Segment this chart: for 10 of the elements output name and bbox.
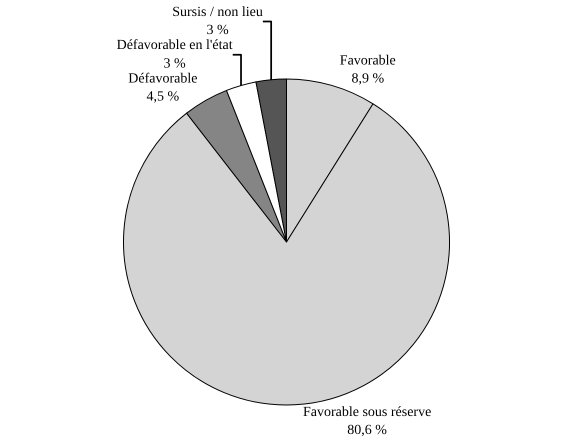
data-label: 4,5 % (146, 89, 180, 104)
slice-label: Défavorable (128, 71, 198, 86)
slice-label: Favorable sous réserve (302, 404, 432, 420)
data-label: 3 % (206, 23, 229, 38)
data-label: 3 % (164, 56, 186, 72)
data-label: 80,6 % (347, 422, 388, 438)
data-label: 8,9 % (351, 72, 384, 87)
slice-label: Sursis / non lieu (172, 4, 263, 20)
slice-label: Défavorable en l'état (116, 38, 233, 54)
slice-label: Favorable (340, 53, 396, 68)
